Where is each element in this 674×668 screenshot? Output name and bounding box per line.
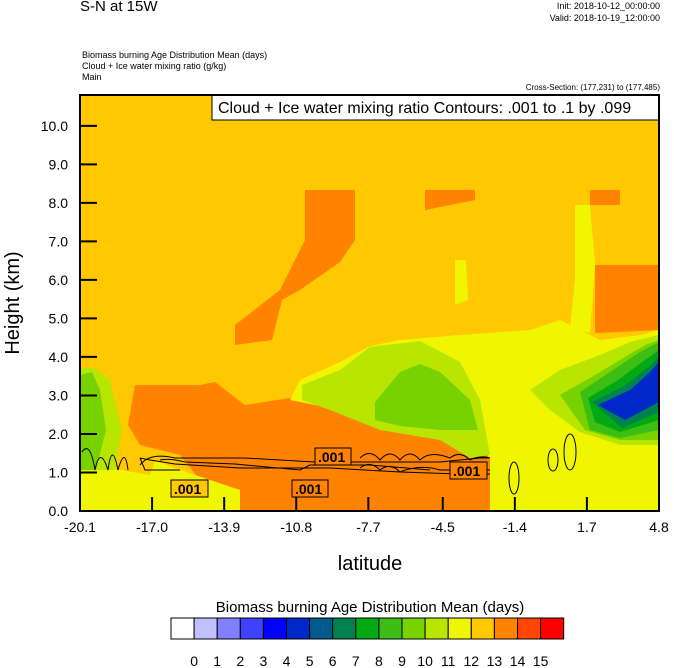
- fill-level-14: [235, 190, 355, 345]
- colorbar-swatch: [378, 617, 403, 640]
- colorbar-label: 9: [398, 653, 406, 668]
- fill-level-10: [80, 372, 106, 470]
- colorbar-swatch: [332, 617, 357, 640]
- field-label-1: Biomass burning Age Distribution Mean (d…: [82, 50, 268, 60]
- contour-info-box: [211, 94, 660, 121]
- x-tick-label: -13.9: [208, 519, 240, 535]
- y-tick-label: 0.0: [49, 503, 69, 519]
- colorbar-swatch: [470, 617, 495, 640]
- y-tick-label: 10.0: [41, 118, 68, 134]
- y-tick-label: 2.0: [49, 426, 69, 442]
- contour-line: [359, 464, 490, 473]
- contour-line: [508, 461, 520, 495]
- colorbar-swatch: [447, 617, 472, 640]
- plot-frame: [79, 94, 660, 512]
- colorbar-swatch: [493, 617, 518, 640]
- fill-level-5: [598, 362, 659, 420]
- contour-label: .001: [295, 481, 322, 497]
- colorbar-label: 4: [283, 653, 291, 668]
- x-tick-label: 1.7: [577, 519, 597, 535]
- contour-info: Cloud + Ice water mixing ratio Contours:…: [218, 100, 631, 117]
- fill-level-12: [455, 260, 468, 305]
- fill-level-14: [128, 382, 490, 511]
- x-tick-label: -10.8: [280, 519, 312, 535]
- colorbar-swatch: [401, 617, 426, 640]
- field-label-2: Cloud + Ice water mixing ratio (g/kg): [82, 61, 227, 71]
- fill-level-10: [375, 364, 478, 430]
- contour-label: .001: [318, 449, 345, 465]
- colorbar-label: 6: [329, 653, 337, 668]
- y-tick-label: 8.0: [49, 195, 69, 211]
- colorbar-label: 13: [487, 653, 503, 668]
- field-label-3: Main: [82, 72, 102, 82]
- colorbar-label: 3: [260, 653, 268, 668]
- colorbar-label: 8: [375, 653, 383, 668]
- contour-line: [81, 448, 129, 471]
- colorbar-label: 7: [352, 653, 360, 668]
- valid-time: Valid: 2018-10-19_12:00:00: [549, 13, 660, 23]
- colorbar-swatch: [286, 617, 311, 640]
- plot-title: S-N at 15W: [80, 0, 158, 15]
- contour-line: [547, 448, 559, 472]
- init-time: Init: 2018-10-12_00:00:00: [556, 1, 660, 11]
- colorbar-swatch: [309, 617, 334, 640]
- fill-level-14: [595, 265, 659, 333]
- x-tick-label: -20.1: [64, 519, 96, 535]
- x-tick-label: -17.0: [136, 519, 168, 535]
- colorbar-label: 5: [306, 653, 314, 668]
- colorbar-swatch: [517, 617, 542, 640]
- colorbar-label: 12: [464, 653, 480, 668]
- colorbar-swatch: [424, 617, 449, 640]
- cloud-contours: [81, 433, 577, 498]
- filled-contours: [80, 95, 659, 511]
- y-tick-label: 7.0: [49, 233, 69, 249]
- colorbar-label: 1: [213, 653, 221, 668]
- y-tick-label: 5.0: [49, 310, 69, 326]
- contour-label: .001: [453, 463, 480, 479]
- x-axis-label: latitude: [338, 553, 403, 575]
- contour-line: [159, 458, 431, 471]
- colorbar-swatch: [216, 617, 241, 640]
- contour-line: [359, 453, 491, 461]
- colorbar-swatch: [239, 617, 264, 640]
- colorbar-title: Biomass burning Age Distribution Mean (d…: [216, 599, 524, 616]
- x-tick-label: 4.8: [649, 519, 669, 535]
- x-tick-label: -7.7: [356, 519, 380, 535]
- colorbar-label: 14: [510, 653, 526, 668]
- colorbar-label: 15: [533, 653, 549, 668]
- fill-level-12: [80, 460, 240, 511]
- contour-line: [139, 455, 490, 466]
- colorbar-swatch: [355, 617, 380, 640]
- fill-level-14: [590, 190, 620, 205]
- colorbar-swatch: [170, 617, 195, 640]
- colorbar-label: 11: [441, 653, 456, 668]
- y-tick-label: 1.0: [49, 464, 69, 480]
- y-tick-label: 4.0: [49, 349, 69, 365]
- fill-level-14: [425, 190, 475, 210]
- contour-label-box: [449, 461, 488, 480]
- y-axis-label: Height (km): [2, 251, 24, 354]
- fill-level-12: [570, 205, 595, 333]
- y-tick-label: 3.0: [49, 387, 69, 403]
- y-tick-label: 6.0: [49, 272, 69, 288]
- cross-section-label: Cross-Section: (177,231) to (177,485): [525, 83, 660, 92]
- colorbar-swatch: [193, 617, 218, 640]
- contour-label-box: [291, 479, 329, 498]
- colorbar-label: 2: [236, 653, 244, 668]
- x-tick-label: -1.4: [503, 519, 527, 535]
- colorbar-swatch: [540, 617, 565, 640]
- contour-label-box: [170, 479, 209, 498]
- y-tick-label: 9.0: [49, 156, 69, 172]
- colorbar-label: 0: [190, 653, 198, 668]
- contour-label-box: [314, 447, 352, 466]
- colorbar-swatch: [262, 617, 287, 640]
- contour-line: [563, 433, 577, 471]
- colorbar-label: 10: [417, 653, 433, 668]
- x-tick-label: -4.5: [431, 519, 455, 535]
- contour-label: .001: [174, 481, 201, 497]
